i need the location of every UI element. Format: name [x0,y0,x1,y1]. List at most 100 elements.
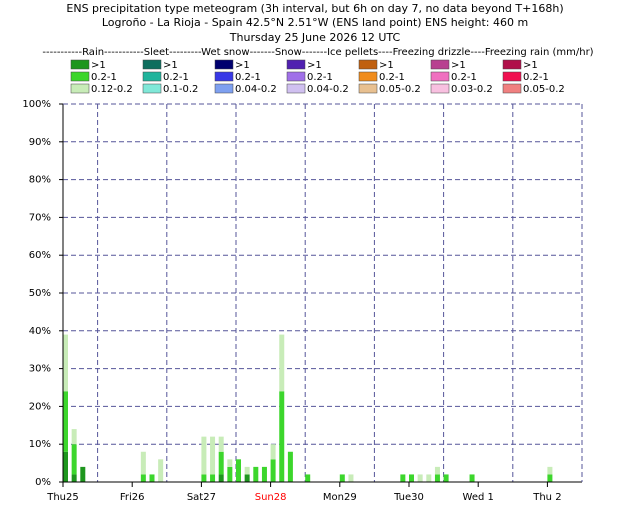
bar [218,436,224,452]
bar [218,474,224,482]
bar [400,474,406,482]
bar [227,466,233,482]
legend-swatch [70,59,90,70]
legend-label: 0.03-0.2 [451,84,493,95]
legend-label: 0.04-0.2 [307,84,349,95]
y-tick-label: 70% [29,212,51,223]
y-tick-label: 20% [29,401,51,412]
chart-subtitle: Logroño - La Rioja - Spain 42.5°N 2.51°W… [102,16,528,29]
legend-swatch [286,83,306,94]
y-tick-label: 40% [29,326,51,337]
legend-title: -----------Rain-----------Sleet---------… [42,47,593,58]
bar [279,391,285,482]
x-tick-label: Sun28 [255,492,287,503]
bar [210,474,216,482]
bar [348,474,354,482]
legend-label: >1 [379,60,394,71]
bar [140,451,146,475]
chart-title: ENS precipitation type meteogram (3h int… [66,2,563,15]
bar [149,474,155,482]
legend-swatch [142,83,162,94]
bar [417,474,423,482]
bar [71,444,77,475]
legend-swatch [502,71,522,82]
legend-label: 0.2-1 [235,72,261,83]
bar [227,459,233,467]
legend-swatch [502,59,522,70]
bar [469,474,475,482]
bar [140,474,146,482]
bar [158,459,164,482]
legend-label: 0.2-1 [307,72,333,83]
bar [305,474,311,482]
legend-swatch [358,83,378,94]
legend-swatch [142,59,162,70]
legend-label: >1 [163,60,178,71]
legend-swatch [286,59,306,70]
legend-swatch [142,71,162,82]
bar [270,459,276,482]
bar [63,391,68,452]
bar [218,451,224,475]
bar [547,474,553,482]
bar [71,474,77,482]
y-tick-label: 90% [29,137,51,148]
legend-label: 0.2-1 [163,72,189,83]
x-tick-label: Thu 2 [532,492,561,503]
y-tick-label: 10% [29,439,51,450]
bar [339,474,345,482]
bar [210,436,216,475]
legend-swatch [502,83,522,94]
legend-label: >1 [235,60,250,71]
legend-label: 0.05-0.2 [379,84,421,95]
legend-label: >1 [307,60,322,71]
y-tick-label: 80% [29,175,51,186]
x-tick-label: Sat27 [187,492,216,503]
legend-label: 0.1-0.2 [163,84,198,95]
x-tick-label: Mon29 [323,492,357,503]
legend-label: >1 [451,60,466,71]
bar [253,466,259,482]
legend-swatch [70,83,90,94]
date-line: Thursday 25 June 2026 12 UTC [229,31,401,44]
bar [409,474,414,482]
bar [71,429,77,445]
legend-swatch [214,83,234,94]
legend-swatch [214,71,234,82]
legend-swatch [70,71,90,82]
y-tick-label: 100% [22,99,51,110]
bar [244,466,250,475]
bar [434,466,440,475]
legend-swatch [430,71,450,82]
x-tick-label: Thu25 [46,492,79,503]
x-tick-label: Fri26 [120,492,145,503]
bar [443,474,449,482]
x-tick-label: Wed 1 [463,492,494,503]
bar [279,334,285,392]
legend-swatch [430,83,450,94]
bar [201,474,207,482]
bar [201,436,207,475]
legend-swatch [358,59,378,70]
bar [80,466,86,482]
x-tick-label: Tue30 [393,492,424,503]
y-tick-label: 30% [29,364,51,375]
bar [63,334,68,392]
bar [287,451,293,482]
bar [270,444,276,460]
legend-label: 0.2-1 [91,72,117,83]
bar [434,474,440,482]
legend-swatch [358,71,378,82]
bar [547,466,553,475]
legend-label: 0.2-1 [451,72,477,83]
legend-label: 0.2-1 [523,72,549,83]
bar [63,451,68,482]
bar [261,466,267,482]
legend-label: >1 [91,60,106,71]
y-tick-label: 60% [29,250,51,261]
legend-label: 0.04-0.2 [235,84,277,95]
legend-swatch [214,59,234,70]
legend-swatch [286,71,306,82]
